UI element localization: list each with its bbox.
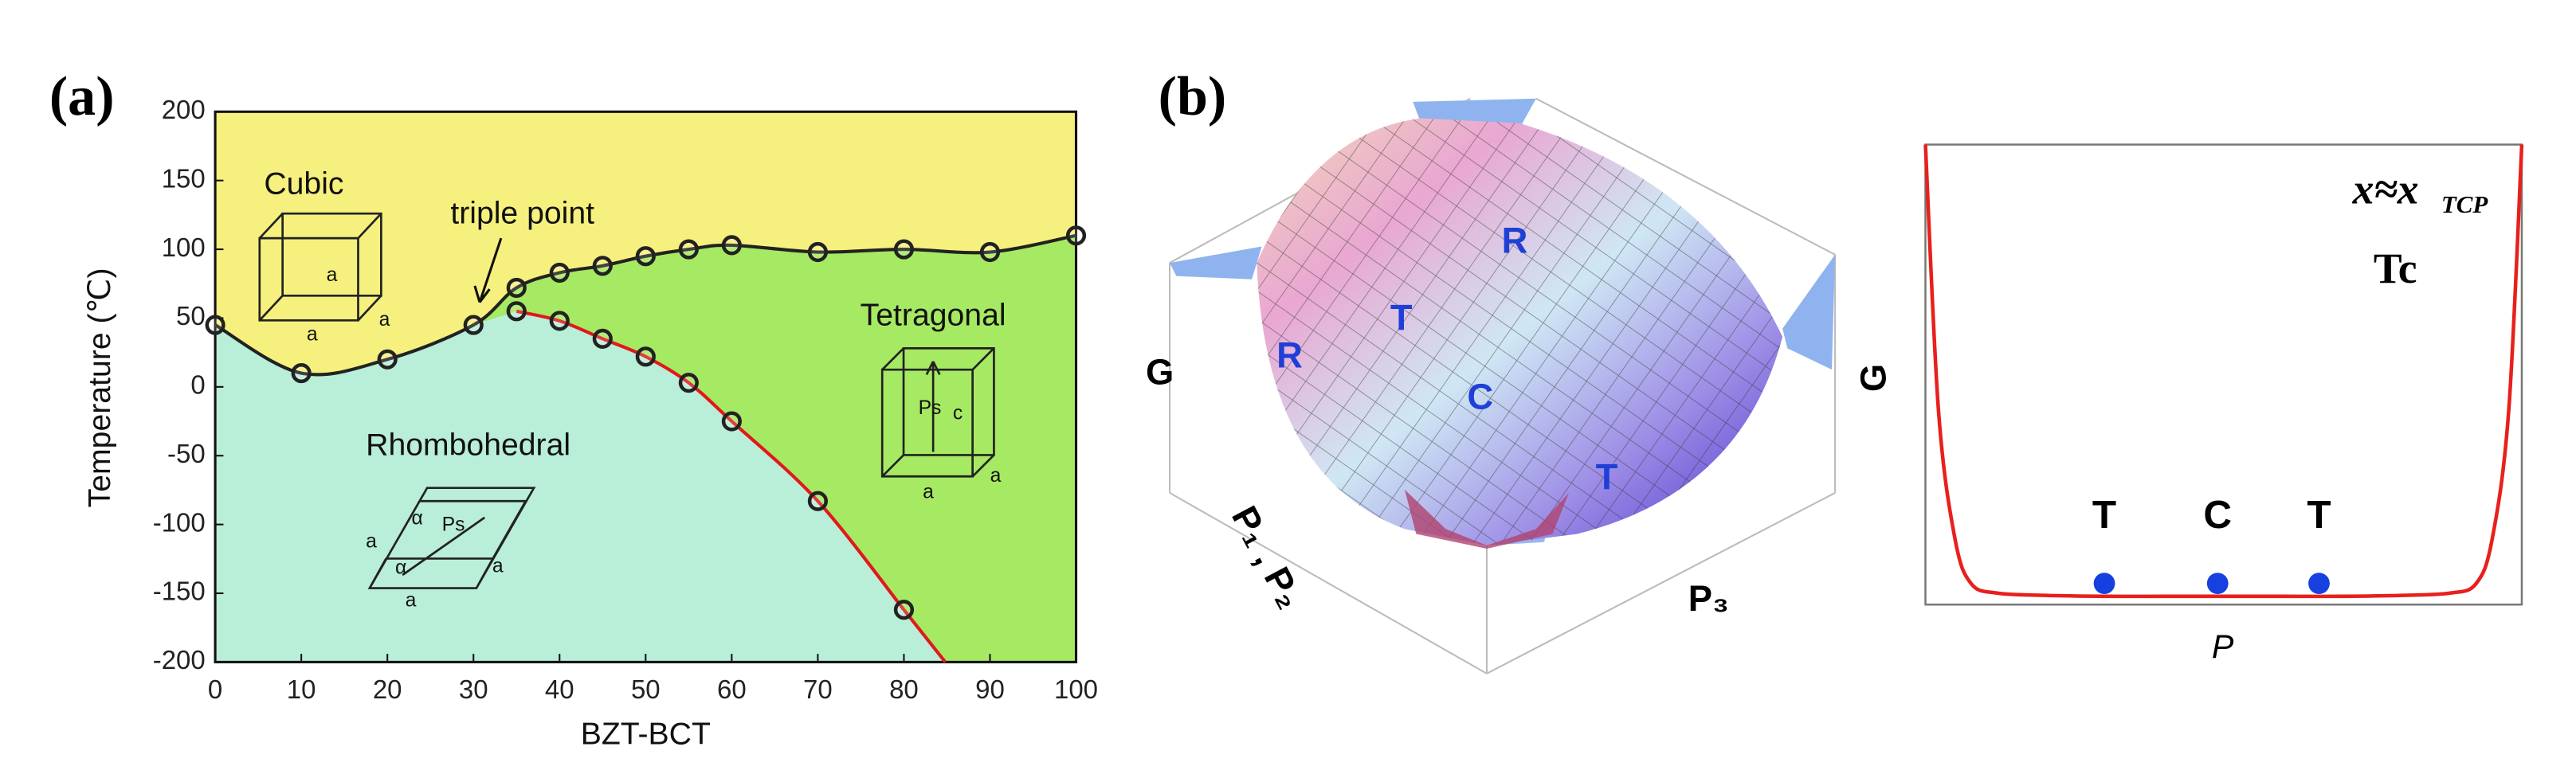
- inset-label: a: [990, 465, 1002, 487]
- phase-point: [2206, 573, 2229, 595]
- axis-label: P₃: [1688, 578, 1729, 619]
- boundary-line: [214, 233, 1076, 377]
- x-tick-label: 90: [975, 674, 1005, 704]
- data-point: [678, 239, 699, 260]
- phase-label: T: [1596, 456, 1618, 497]
- data-point: [678, 373, 699, 393]
- y-tick-label: -150: [153, 577, 206, 606]
- inset-label: a: [923, 481, 934, 502]
- data-point: [592, 328, 613, 349]
- inset-label: a: [366, 530, 377, 552]
- x-axis-label: BZT-BCT: [581, 717, 711, 752]
- inset-label: Ps: [442, 514, 465, 536]
- annotation: Tetragonal: [861, 299, 1006, 333]
- insets: [258, 212, 995, 589]
- data-point: [506, 301, 527, 322]
- phase-label: C: [1467, 376, 1493, 416]
- data-point: [205, 315, 225, 335]
- inset-label: a: [327, 264, 338, 286]
- x-tick-label: 60: [717, 674, 747, 704]
- x-tick-label: 70: [803, 674, 833, 704]
- inset-label: Ps: [919, 397, 942, 419]
- inset-label: α: [395, 557, 406, 578]
- y-tick-label: -50: [167, 439, 206, 468]
- data-point: [549, 311, 570, 331]
- axis-label: P₁ , P₂: [1224, 499, 1311, 615]
- inset-label: a: [379, 309, 390, 330]
- y-axis-label: Temperature (℃): [83, 268, 117, 507]
- phase-point: [2308, 573, 2330, 595]
- y-tick-label: 50: [176, 301, 206, 330]
- data-point: [721, 411, 742, 432]
- x-tick-label: 100: [1054, 674, 1098, 704]
- data-point: [592, 256, 613, 276]
- x-tick-label: 10: [287, 674, 316, 704]
- subtitle: Tc: [2374, 244, 2417, 292]
- annotation: x≈x: [2352, 166, 2419, 213]
- phase-label: R: [1276, 335, 1303, 376]
- x-tick-label: 80: [889, 674, 919, 704]
- point-label: T: [2092, 493, 2116, 537]
- y-tick-label: 200: [162, 95, 206, 124]
- inset-label: a: [307, 323, 318, 345]
- point-label: T: [2307, 493, 2331, 537]
- inset-label: α: [412, 507, 423, 529]
- y-axis-label: G: [1853, 364, 1894, 392]
- data-point: [893, 600, 915, 620]
- annotation: Cubic: [264, 166, 343, 201]
- arrow: [473, 237, 503, 303]
- data-point: [807, 491, 828, 511]
- surface-plot: [1169, 97, 1837, 674]
- phase-label: R: [1502, 220, 1528, 260]
- x-tick-label: 30: [459, 674, 488, 704]
- annotation-sub: TCP: [2441, 190, 2488, 218]
- plot-frame: [1924, 143, 2523, 606]
- x-tick-label: 40: [545, 674, 574, 704]
- axis-label: G: [1146, 351, 1174, 392]
- y-tick-label: 0: [190, 370, 205, 400]
- inset-shape: [367, 487, 536, 589]
- data-point: [979, 241, 1001, 263]
- annotation: triple point: [450, 197, 594, 231]
- x-tick-label: 50: [631, 674, 661, 704]
- data-point: [291, 362, 312, 384]
- y-tick-label: -200: [153, 645, 206, 674]
- data-point: [635, 346, 656, 367]
- panel-label: (b): [1159, 66, 1227, 127]
- inset-shape: [880, 347, 995, 478]
- annotation: Rhombohedral: [366, 428, 570, 462]
- inset-label: a: [492, 555, 504, 577]
- y-tick-label: 100: [162, 233, 206, 262]
- data-point: [377, 349, 398, 369]
- data-point: [807, 241, 828, 263]
- inset-label: a: [406, 590, 417, 612]
- phase-label: T: [1390, 297, 1413, 338]
- point-label: C: [2203, 493, 2232, 537]
- data-point: [506, 277, 527, 299]
- y-tick-label: -100: [153, 507, 206, 537]
- y-tick-label: 150: [162, 163, 206, 193]
- data-point: [463, 315, 484, 335]
- inset-label: c: [953, 402, 963, 424]
- x-axis-label: P: [2212, 628, 2234, 665]
- energy-curve: [1923, 144, 2524, 599]
- phase-point: [2093, 573, 2115, 595]
- data-point: [1065, 225, 1087, 246]
- x-tick-label: 20: [373, 674, 402, 704]
- x-tick-label: 0: [208, 674, 222, 704]
- boundary-line: [516, 309, 906, 612]
- inset-shape: [258, 212, 382, 322]
- panel-label: (a): [49, 66, 115, 127]
- data-point: [893, 239, 915, 260]
- region: [215, 311, 946, 663]
- data-point: [549, 262, 570, 283]
- data-point: [635, 246, 656, 267]
- data-point: [721, 235, 742, 256]
